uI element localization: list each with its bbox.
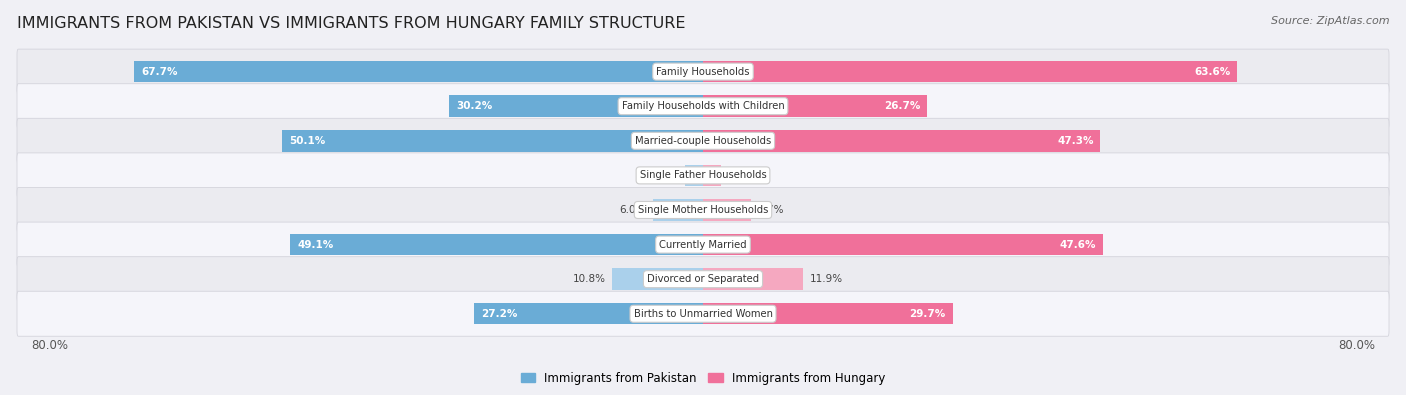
Text: 6.0%: 6.0% bbox=[620, 205, 645, 215]
Text: Currently Married: Currently Married bbox=[659, 240, 747, 250]
FancyBboxPatch shape bbox=[17, 188, 1389, 233]
FancyBboxPatch shape bbox=[17, 257, 1389, 302]
Bar bbox=[612, 269, 703, 290]
Bar bbox=[703, 234, 1102, 255]
Text: 49.1%: 49.1% bbox=[297, 240, 333, 250]
Text: 80.0%: 80.0% bbox=[31, 339, 67, 352]
Bar bbox=[703, 199, 751, 221]
Text: 80.0%: 80.0% bbox=[1339, 339, 1375, 352]
Bar bbox=[703, 269, 803, 290]
Text: 2.1%: 2.1% bbox=[652, 170, 679, 181]
Text: Divorced or Separated: Divorced or Separated bbox=[647, 274, 759, 284]
Text: IMMIGRANTS FROM PAKISTAN VS IMMIGRANTS FROM HUNGARY FAMILY STRUCTURE: IMMIGRANTS FROM PAKISTAN VS IMMIGRANTS F… bbox=[17, 16, 685, 31]
FancyBboxPatch shape bbox=[17, 153, 1389, 198]
Bar bbox=[703, 96, 928, 117]
Text: 5.7%: 5.7% bbox=[758, 205, 785, 215]
Text: 50.1%: 50.1% bbox=[288, 136, 325, 146]
FancyBboxPatch shape bbox=[17, 222, 1389, 267]
Text: 67.7%: 67.7% bbox=[141, 67, 177, 77]
Text: 26.7%: 26.7% bbox=[884, 101, 921, 111]
Text: 10.8%: 10.8% bbox=[572, 274, 606, 284]
Bar bbox=[703, 130, 1101, 152]
FancyBboxPatch shape bbox=[17, 118, 1389, 163]
FancyBboxPatch shape bbox=[17, 49, 1389, 94]
Bar bbox=[685, 165, 703, 186]
Text: Births to Unmarried Women: Births to Unmarried Women bbox=[634, 309, 772, 319]
Bar bbox=[703, 165, 721, 186]
Text: Single Father Households: Single Father Households bbox=[640, 170, 766, 181]
Bar bbox=[652, 199, 703, 221]
Bar bbox=[450, 96, 703, 117]
Text: 47.3%: 47.3% bbox=[1057, 136, 1094, 146]
Text: 11.9%: 11.9% bbox=[810, 274, 842, 284]
Bar bbox=[283, 130, 703, 152]
Bar bbox=[703, 303, 952, 324]
Text: Married-couple Households: Married-couple Households bbox=[636, 136, 770, 146]
FancyBboxPatch shape bbox=[17, 84, 1389, 129]
Text: 63.6%: 63.6% bbox=[1194, 67, 1230, 77]
Text: Single Mother Households: Single Mother Households bbox=[638, 205, 768, 215]
Text: Family Households: Family Households bbox=[657, 67, 749, 77]
Bar bbox=[134, 61, 703, 82]
Bar bbox=[703, 61, 1237, 82]
Text: Family Households with Children: Family Households with Children bbox=[621, 101, 785, 111]
Bar bbox=[474, 303, 703, 324]
Text: 27.2%: 27.2% bbox=[481, 309, 517, 319]
Text: 47.6%: 47.6% bbox=[1060, 240, 1097, 250]
Text: 30.2%: 30.2% bbox=[456, 101, 492, 111]
Text: Source: ZipAtlas.com: Source: ZipAtlas.com bbox=[1271, 16, 1389, 26]
Text: 29.7%: 29.7% bbox=[910, 309, 946, 319]
Legend: Immigrants from Pakistan, Immigrants from Hungary: Immigrants from Pakistan, Immigrants fro… bbox=[516, 367, 890, 389]
Bar bbox=[291, 234, 703, 255]
Text: 2.1%: 2.1% bbox=[727, 170, 754, 181]
FancyBboxPatch shape bbox=[17, 291, 1389, 336]
